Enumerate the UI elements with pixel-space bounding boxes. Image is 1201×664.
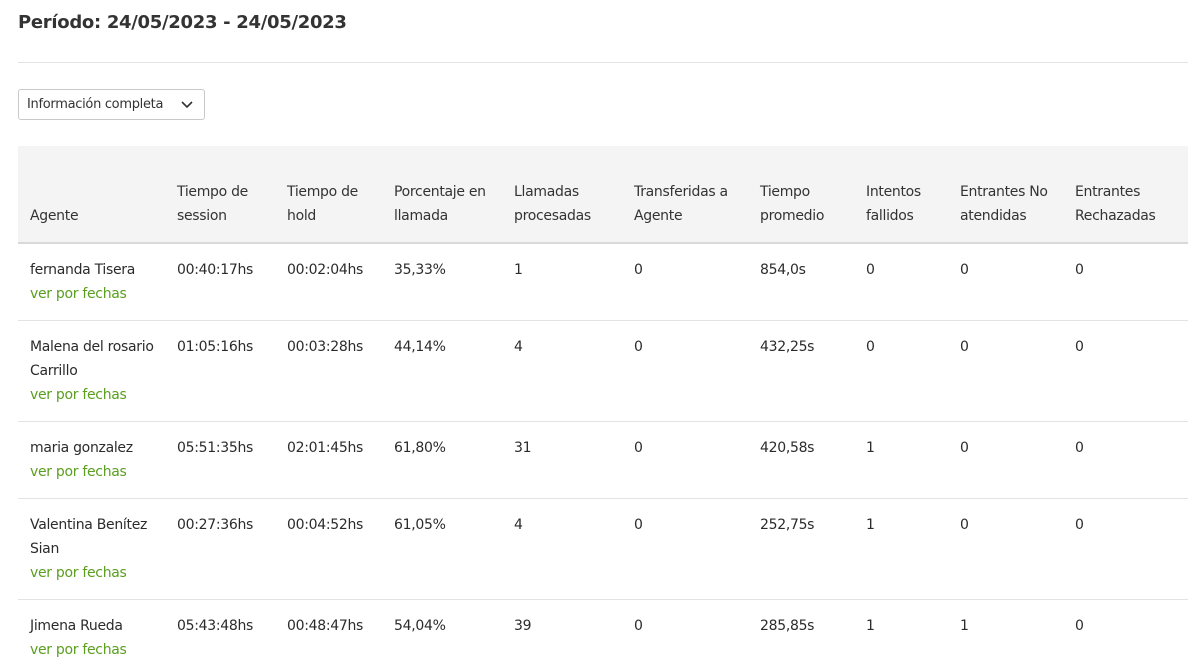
- view-select-value: Información completa: [27, 97, 164, 112]
- agent-name: fernanda Tisera: [30, 262, 136, 278]
- header-failed-attempts: Intentos fallidos: [854, 146, 948, 244]
- cell-session-time: 00:27:36hs: [165, 498, 275, 600]
- cell-agent: fernanda Tisera ver por fechas: [18, 243, 165, 321]
- agents-table: Agente Tiempo de session Tiempo de hold …: [18, 146, 1188, 664]
- cell-rejected-inbound: 0: [1063, 599, 1188, 664]
- cell-processed-calls: 4: [502, 320, 622, 422]
- cell-average-time: 854,0s: [748, 243, 854, 321]
- cell-processed-calls: 31: [502, 421, 622, 499]
- chevron-down-icon: [181, 101, 193, 109]
- divider: [18, 62, 1188, 63]
- cell-call-percentage: 44,14%: [382, 320, 502, 422]
- table-row: Valentina Benítez Sian ver por fechas 00…: [18, 498, 1188, 600]
- cell-average-time: 252,75s: [748, 498, 854, 600]
- cell-average-time: 432,25s: [748, 320, 854, 422]
- header-rejected-inbound: Entrantes Rechazadas: [1063, 146, 1188, 244]
- cell-average-time: 420,58s: [748, 421, 854, 499]
- cell-transferred: 0: [622, 599, 748, 664]
- cell-hold-time: 00:02:04hs: [275, 243, 382, 321]
- cell-failed-attempts: 1: [854, 421, 948, 499]
- cell-unanswered-inbound: 0: [948, 421, 1063, 499]
- cell-failed-attempts: 1: [854, 498, 948, 600]
- table-row: Jimena Rueda ver por fechas 05:43:48hs 0…: [18, 599, 1188, 664]
- header-processed-calls: Llamadas procesadas: [502, 146, 622, 244]
- header-call-percentage: Porcentaje en llamada: [382, 146, 502, 244]
- table-header-row: Agente Tiempo de session Tiempo de hold …: [18, 146, 1188, 244]
- cell-processed-calls: 39: [502, 599, 622, 664]
- header-unanswered-inbound: Entrantes No atendidas: [948, 146, 1063, 244]
- cell-unanswered-inbound: 0: [948, 243, 1063, 321]
- cell-average-time: 285,85s: [748, 599, 854, 664]
- cell-session-time: 05:51:35hs: [165, 421, 275, 499]
- cell-rejected-inbound: 0: [1063, 243, 1188, 321]
- cell-call-percentage: 35,33%: [382, 243, 502, 321]
- table-row: maria gonzalez ver por fechas 05:51:35hs…: [18, 421, 1188, 499]
- cell-agent: Malena del rosario Carrillo ver por fech…: [18, 320, 165, 422]
- cell-call-percentage: 61,05%: [382, 498, 502, 600]
- view-select[interactable]: Información completa: [18, 89, 205, 120]
- cell-rejected-inbound: 0: [1063, 320, 1188, 422]
- header-average-time: Tiempo promedio: [748, 146, 854, 244]
- cell-transferred: 0: [622, 243, 748, 321]
- cell-hold-time: 02:01:45hs: [275, 421, 382, 499]
- cell-hold-time: 00:48:47hs: [275, 599, 382, 664]
- header-hold-time: Tiempo de hold: [275, 146, 382, 244]
- header-agent: Agente: [18, 146, 165, 244]
- cell-agent: Valentina Benítez Sian ver por fechas: [18, 498, 165, 600]
- cell-agent: Jimena Rueda ver por fechas: [18, 599, 165, 664]
- cell-agent: maria gonzalez ver por fechas: [18, 421, 165, 499]
- cell-session-time: 05:43:48hs: [165, 599, 275, 664]
- agent-name: maria gonzalez: [30, 440, 133, 456]
- period-title: Período: 24/05/2023 - 24/05/2023: [18, 12, 347, 33]
- table-row: Malena del rosario Carrillo ver por fech…: [18, 320, 1188, 422]
- header-transferred: Transferidas a Agente: [622, 146, 748, 244]
- view-by-dates-link[interactable]: ver por fechas: [30, 642, 127, 658]
- cell-failed-attempts: 1: [854, 599, 948, 664]
- cell-hold-time: 00:04:52hs: [275, 498, 382, 600]
- cell-hold-time: 00:03:28hs: [275, 320, 382, 422]
- cell-call-percentage: 61,80%: [382, 421, 502, 499]
- cell-rejected-inbound: 0: [1063, 498, 1188, 600]
- cell-transferred: 0: [622, 320, 748, 422]
- cell-transferred: 0: [622, 498, 748, 600]
- agent-name: Valentina Benítez Sian: [30, 517, 148, 557]
- view-by-dates-link[interactable]: ver por fechas: [30, 464, 127, 480]
- cell-unanswered-inbound: 1: [948, 599, 1063, 664]
- cell-processed-calls: 4: [502, 498, 622, 600]
- view-by-dates-link[interactable]: ver por fechas: [30, 565, 127, 581]
- cell-processed-calls: 1: [502, 243, 622, 321]
- view-by-dates-link[interactable]: ver por fechas: [30, 387, 127, 403]
- cell-session-time: 01:05:16hs: [165, 320, 275, 422]
- agent-name: Jimena Rueda: [30, 618, 123, 634]
- agent-name: Malena del rosario Carrillo: [30, 339, 154, 379]
- table-row: fernanda Tisera ver por fechas 00:40:17h…: [18, 243, 1188, 321]
- cell-call-percentage: 54,04%: [382, 599, 502, 664]
- cell-failed-attempts: 0: [854, 320, 948, 422]
- cell-unanswered-inbound: 0: [948, 320, 1063, 422]
- cell-transferred: 0: [622, 421, 748, 499]
- cell-rejected-inbound: 0: [1063, 421, 1188, 499]
- cell-unanswered-inbound: 0: [948, 498, 1063, 600]
- cell-session-time: 00:40:17hs: [165, 243, 275, 321]
- cell-failed-attempts: 0: [854, 243, 948, 321]
- view-by-dates-link[interactable]: ver por fechas: [30, 286, 127, 302]
- header-session-time: Tiempo de session: [165, 146, 275, 244]
